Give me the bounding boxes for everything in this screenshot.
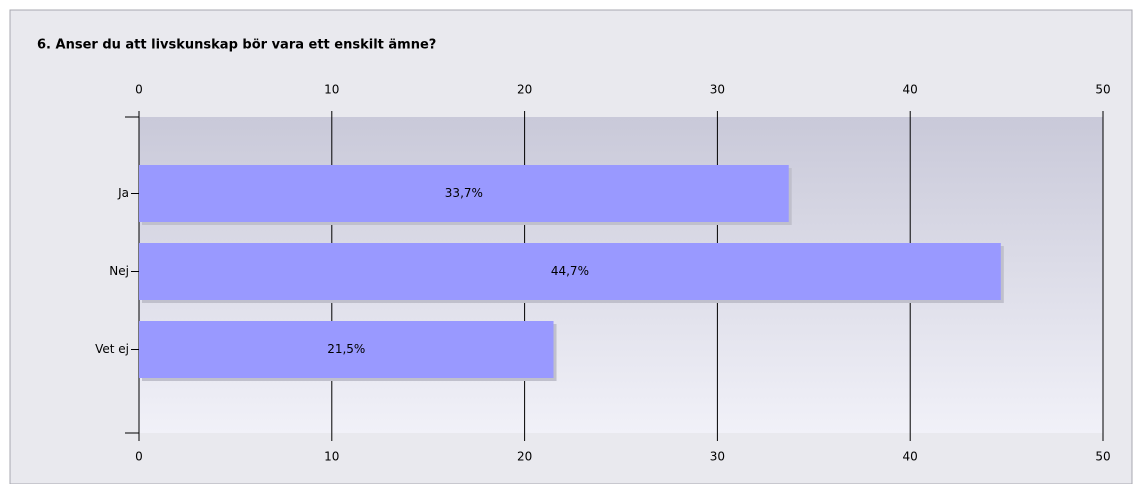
y-tick-label: Vet ej [95, 342, 129, 356]
x-tick-label-top: 20 [517, 83, 532, 97]
x-tick-label-top: 40 [903, 83, 918, 97]
x-tick-label-top: 0 [135, 83, 143, 97]
chart-title: 6. Anser du att livskunskap bör vara ett… [37, 38, 436, 53]
x-tick-label-bottom: 0 [135, 450, 143, 464]
x-tick-label-top: 30 [710, 83, 725, 97]
x-tick-label-bottom: 40 [903, 450, 918, 464]
value-label: 33,7% [445, 186, 483, 200]
x-tick-label-bottom: 30 [710, 450, 725, 464]
y-tick-label: Nej [109, 264, 129, 278]
x-tick-label-top: 50 [1095, 83, 1110, 97]
x-tick-label-bottom: 50 [1095, 450, 1110, 464]
value-label: 21,5% [327, 342, 365, 356]
bar [139, 243, 1001, 300]
y-tick-label: Ja [117, 186, 129, 200]
bar [139, 321, 554, 378]
x-tick-label-bottom: 10 [324, 450, 339, 464]
value-label: 44,7% [551, 264, 589, 278]
x-tick-label-top: 10 [324, 83, 339, 97]
bar [139, 165, 789, 222]
x-tick-label-bottom: 20 [517, 450, 532, 464]
